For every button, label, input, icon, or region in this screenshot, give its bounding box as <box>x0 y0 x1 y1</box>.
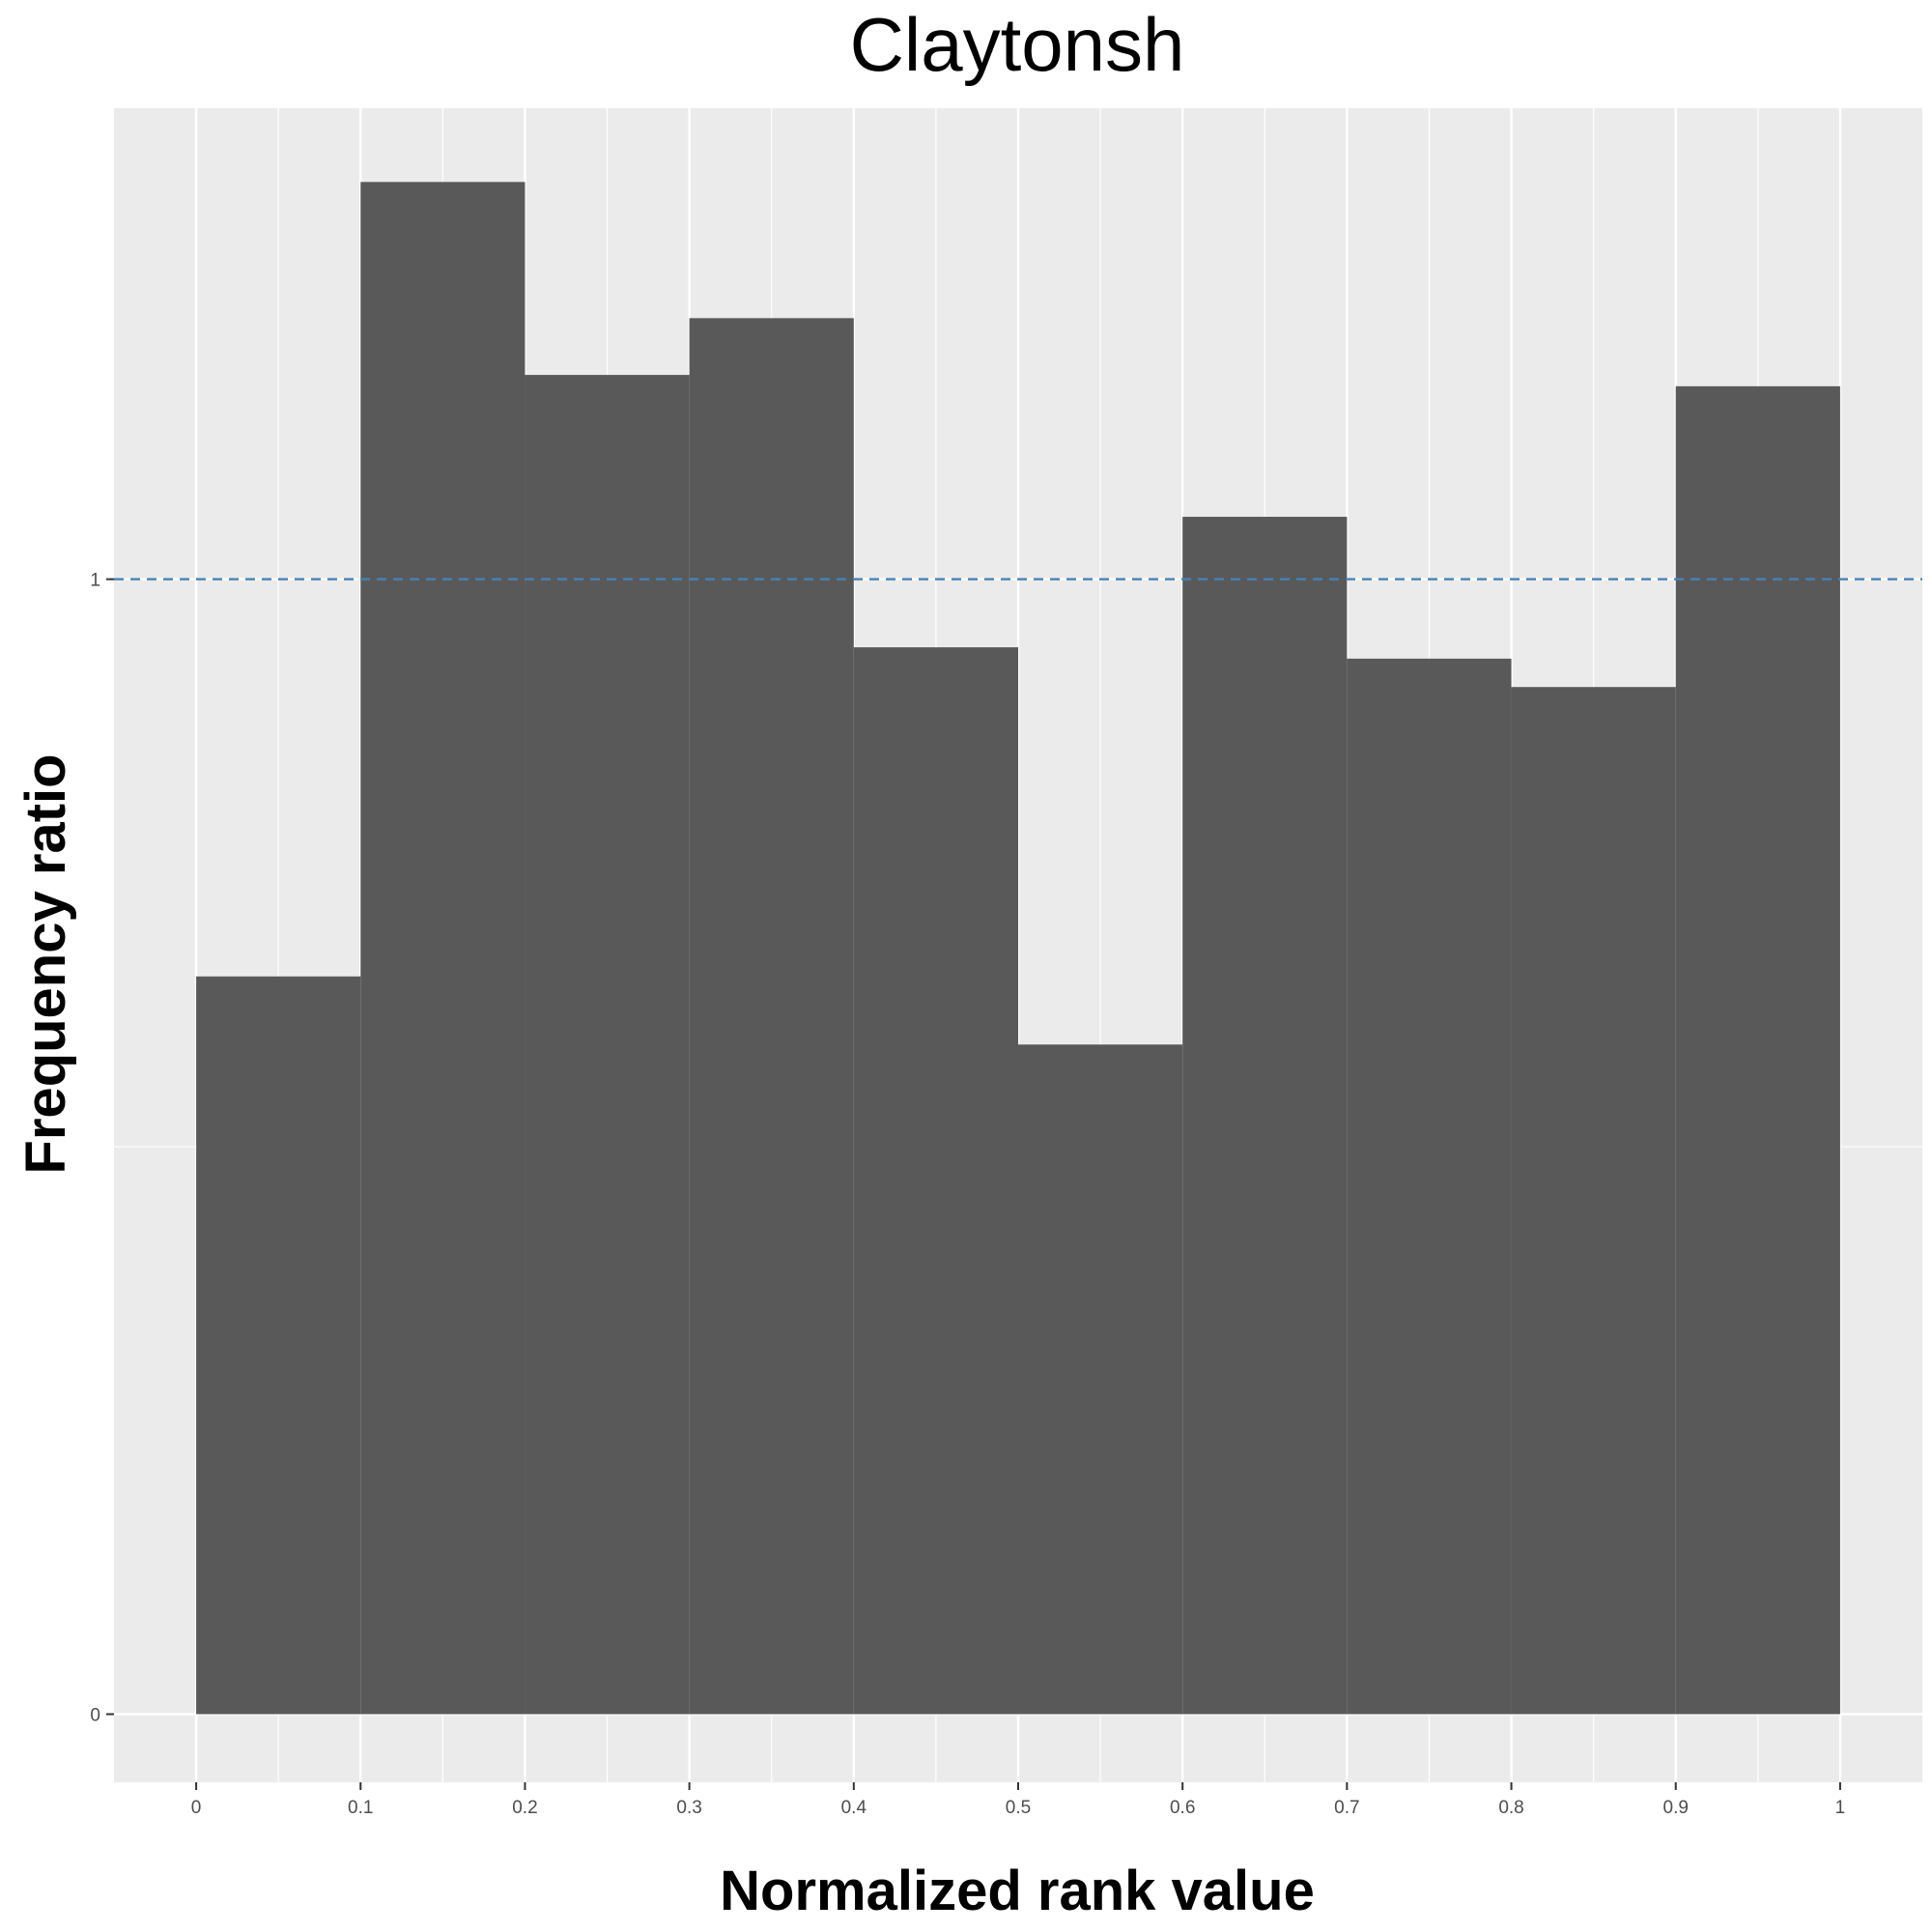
x-tick-label: 0.5 <box>1006 1798 1031 1818</box>
histogram-bar <box>1511 687 1676 1715</box>
histogram-bar <box>360 182 526 1715</box>
x-tick-label: 0.4 <box>841 1798 867 1818</box>
histogram-bar <box>1018 1044 1183 1715</box>
x-tick-label: 0.1 <box>348 1798 373 1818</box>
axis-ticks: 0 0.1 0.2 0.3 0.4 0.5 0.6 0.7 0.8 0.9 1 0 1 <box>90 571 1845 1818</box>
histogram-bar <box>853 647 1018 1715</box>
y-tick-label: 1 <box>90 571 100 591</box>
x-tick-label: 0.6 <box>1170 1798 1195 1818</box>
x-tick-label: 0.9 <box>1663 1798 1689 1818</box>
x-tick-label: 0 <box>191 1798 202 1818</box>
histogram-bar <box>1675 385 1840 1715</box>
x-tick-label: 0.2 <box>512 1798 537 1818</box>
histogram-bar <box>1182 516 1348 1715</box>
chart-title: Claytonsh <box>850 2 1185 87</box>
x-tick-label: 0.7 <box>1334 1798 1359 1818</box>
histogram-bar <box>689 318 854 1715</box>
x-axis-title: Normalized rank value <box>720 1860 1315 1922</box>
x-tick-label: 0.3 <box>676 1798 701 1818</box>
x-tick-label: 1 <box>1835 1798 1846 1818</box>
y-axis-title: Frequency ratio <box>14 753 77 1174</box>
y-tick-label: 0 <box>90 1706 100 1726</box>
histogram-bars <box>196 182 1840 1715</box>
histogram-bar <box>525 375 690 1715</box>
histogram-bar <box>196 976 361 1715</box>
histogram-bar <box>1347 658 1512 1715</box>
x-tick-label: 0.8 <box>1498 1798 1523 1818</box>
